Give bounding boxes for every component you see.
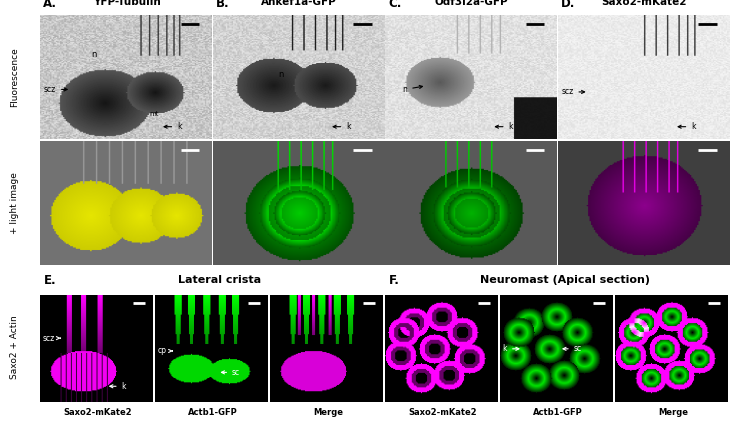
Text: Saxo2-mKate2: Saxo2-mKate2 [601,0,687,6]
Text: Ankef1a-GFP: Ankef1a-GFP [261,0,337,6]
Text: C.: C. [388,0,401,9]
Text: B.: B. [216,0,230,9]
Text: n: n [402,85,423,94]
Text: sc: sc [563,344,582,354]
Text: Actb1-GFP: Actb1-GFP [188,408,238,417]
Text: Odf3l2a-GFP: Odf3l2a-GFP [435,0,509,6]
Text: mt: mt [150,111,159,117]
Text: A.: A. [43,0,57,9]
Text: E.: E. [44,273,57,286]
Text: scz: scz [44,85,67,94]
Text: scz: scz [43,333,60,343]
Text: k: k [495,122,513,131]
Text: + light image: + light image [10,172,18,234]
Text: D.: D. [561,0,575,9]
Text: Saxo2-mKate2: Saxo2-mKate2 [64,408,132,417]
Text: k: k [110,382,126,391]
Text: k: k [503,344,519,354]
Text: Neuromast (Apical section): Neuromast (Apical section) [480,275,650,285]
Text: n: n [278,70,283,79]
Text: k: k [164,122,182,131]
Text: Actb1-GFP: Actb1-GFP [533,408,583,417]
Text: cp: cp [158,346,172,356]
Text: sc: sc [222,368,240,377]
Text: Saxo2 + Actin: Saxo2 + Actin [10,315,18,378]
Text: n: n [92,50,97,59]
Text: Saxo2-mKate2: Saxo2-mKate2 [409,408,477,417]
Text: F.: F. [389,273,400,286]
Text: k: k [333,122,351,131]
Text: scz: scz [562,87,584,96]
Text: YFP-Tubulin: YFP-Tubulin [92,0,161,6]
Text: k: k [678,122,696,131]
Text: Merge: Merge [313,408,343,417]
Text: Merge: Merge [658,408,688,417]
Text: Fluorescence: Fluorescence [10,47,18,107]
Text: Lateral crista: Lateral crista [178,275,261,285]
